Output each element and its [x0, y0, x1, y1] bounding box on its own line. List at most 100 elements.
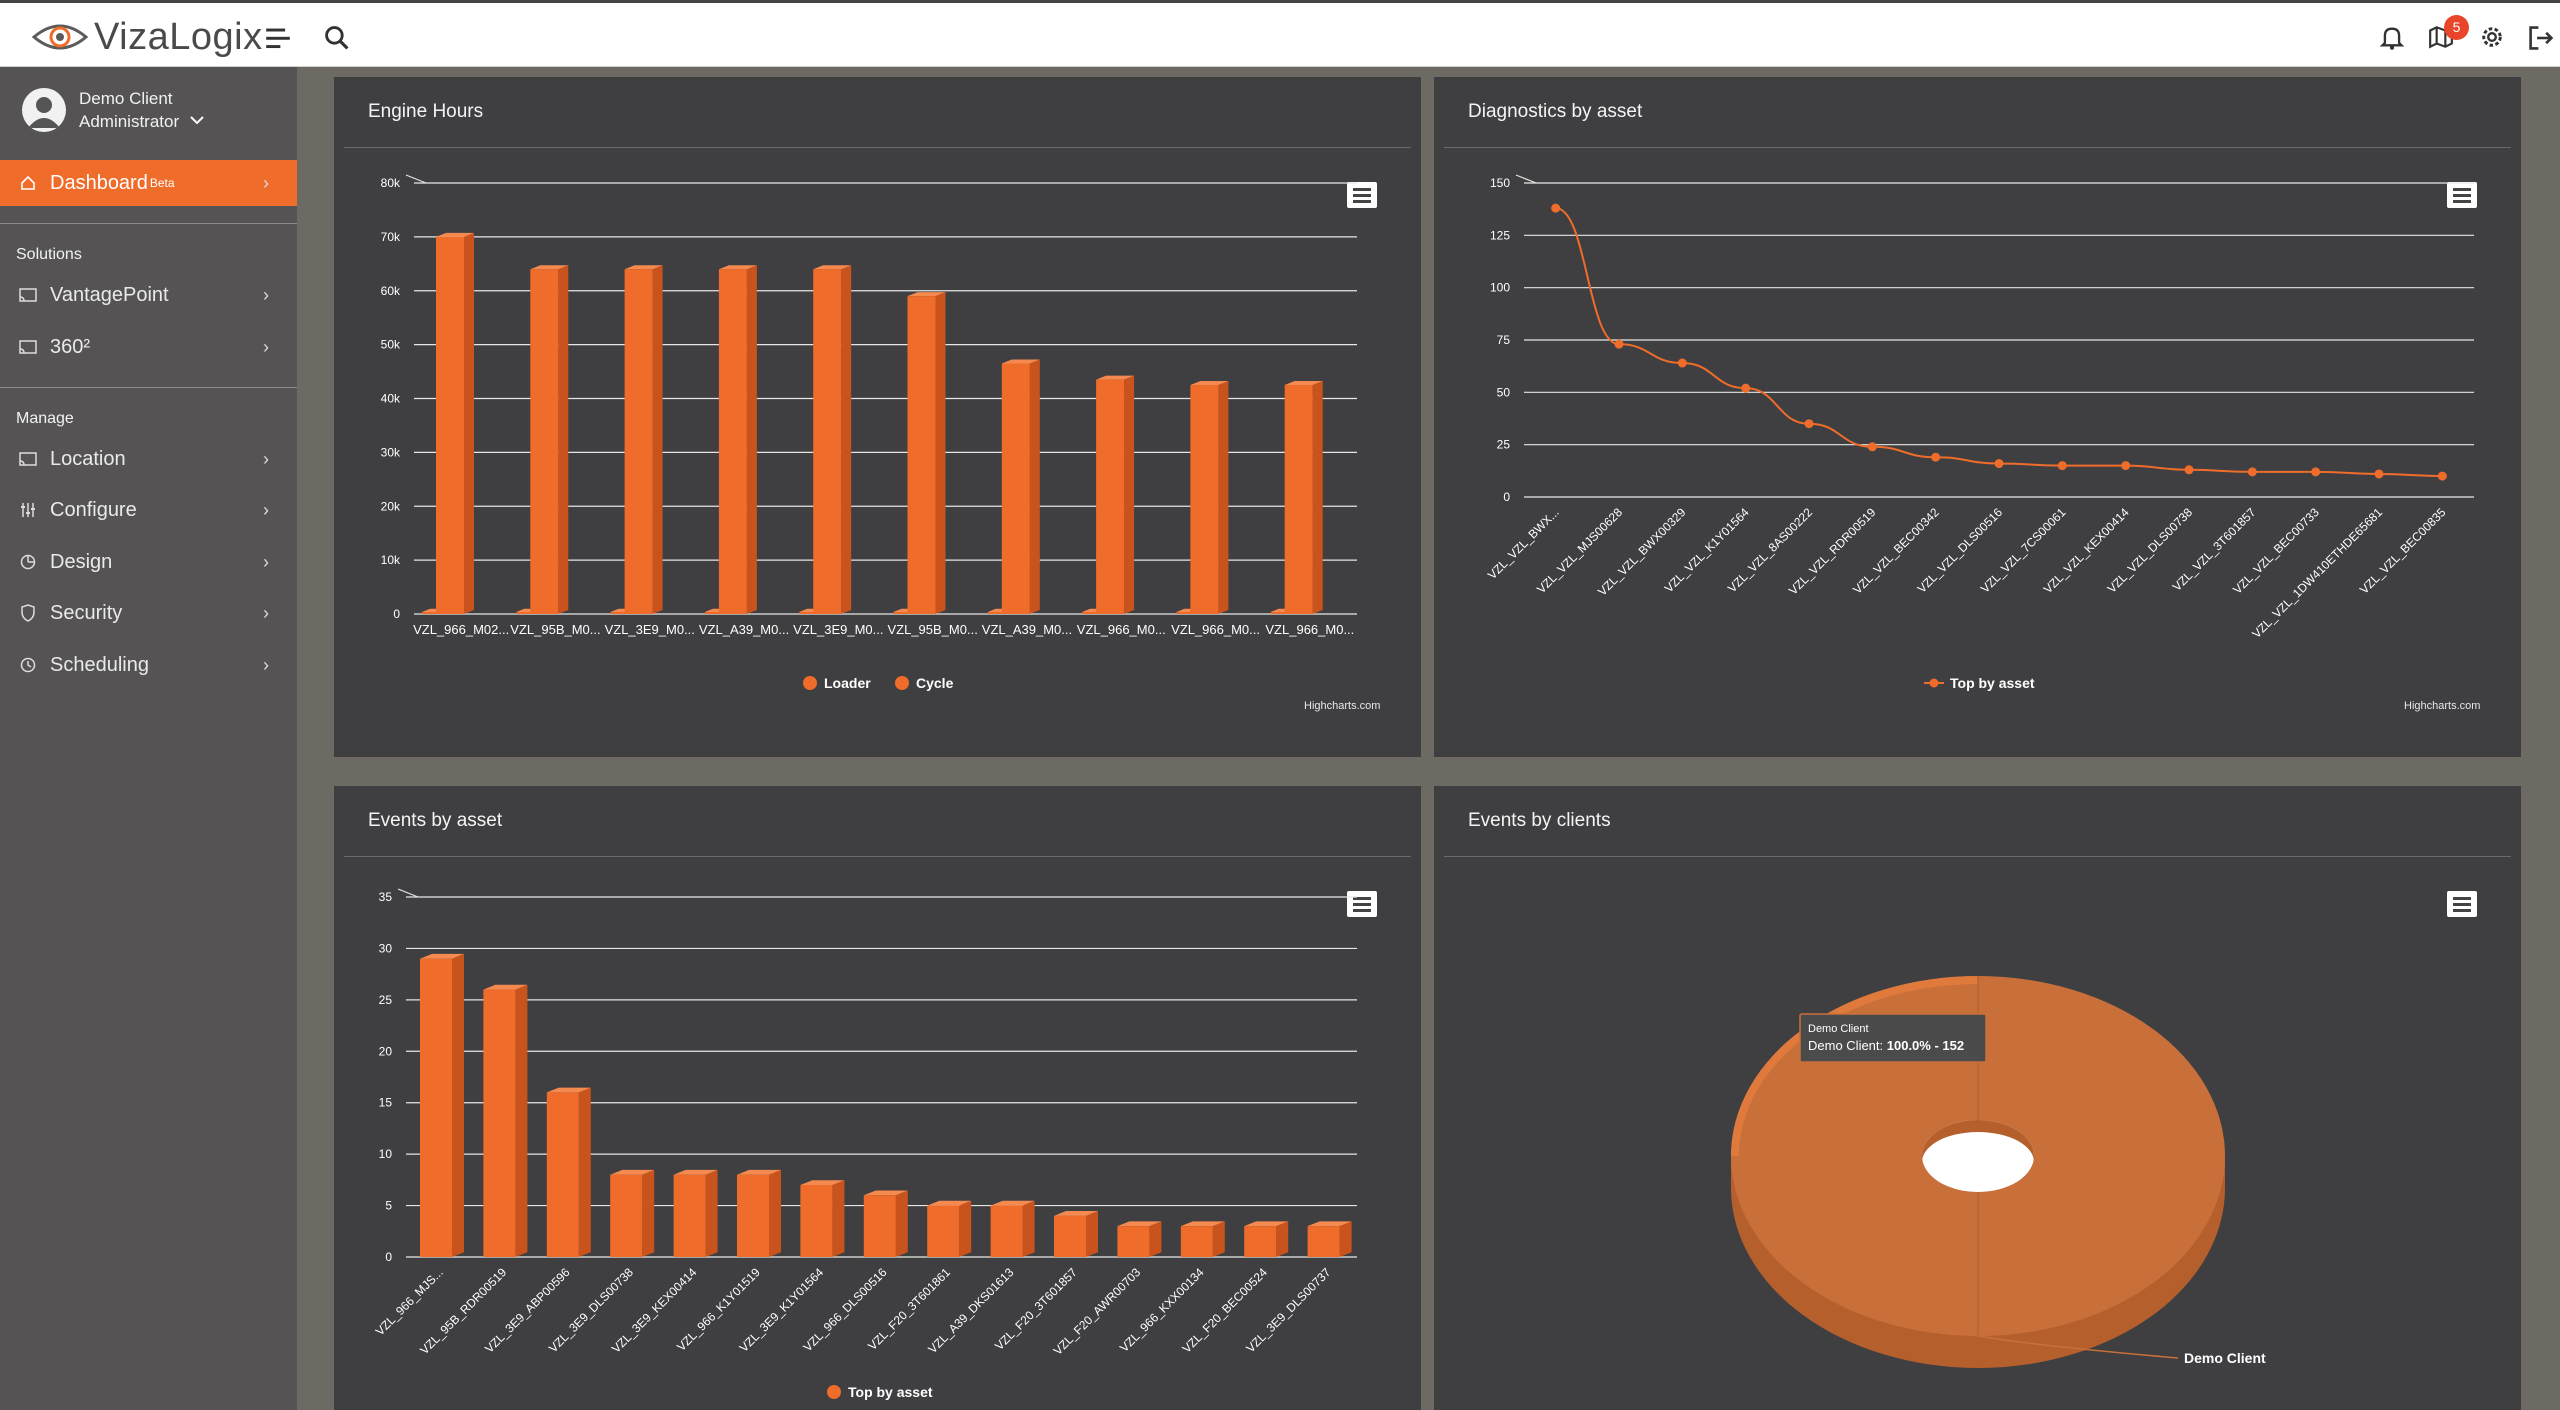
pie-hole: [1922, 1120, 2034, 1192]
sidebar-item-location[interactable]: Location ›: [0, 437, 297, 481]
data-point: [1994, 459, 2004, 469]
bar-side: [1339, 1221, 1352, 1257]
bar: [813, 269, 842, 614]
bar-side: [515, 984, 528, 1257]
bar-top: [610, 1169, 655, 1175]
bar-side: [464, 232, 474, 614]
data-point: [2057, 461, 2067, 471]
menu-toggle-icon[interactable]: [265, 25, 291, 51]
sidebar-item-label: Dashboard: [50, 171, 148, 194]
bar-top: [436, 232, 474, 237]
chart-menu-button[interactable]: [2447, 891, 2477, 917]
bar-side: [959, 1200, 972, 1257]
x-tick-label: VZL_3E9_M0...: [605, 622, 695, 637]
y-tick-label: 75: [1497, 333, 1511, 347]
y-tick-label: 0: [1503, 490, 1510, 504]
bell-icon[interactable]: [2379, 24, 2405, 50]
bar-top: [718, 265, 757, 270]
bar-side: [705, 1169, 718, 1257]
bar: [737, 1174, 769, 1257]
series-line: [1555, 207, 2443, 478]
chart-menu-button[interactable]: [1347, 182, 1377, 208]
bar: [624, 269, 653, 614]
chart-menu-button[interactable]: [1347, 891, 1377, 917]
y-tick-label: 5: [385, 1199, 392, 1213]
search-icon[interactable]: [324, 25, 350, 51]
y-tick-label: 35: [379, 890, 393, 904]
chart-credit[interactable]: Highcharts.com: [1304, 700, 1381, 712]
sidebar-item-security[interactable]: Security ›: [0, 591, 297, 635]
gear-icon[interactable]: [2479, 24, 2505, 50]
bar: [1001, 363, 1030, 614]
cast-icon: [18, 286, 38, 304]
events-by-clients-chart: Demo Client Demo Client Demo Client: 100.0…: [1731, 976, 2266, 1368]
bar-side: [1312, 381, 1323, 614]
chart-credit[interactable]: Highcharts.com: [2404, 700, 2481, 712]
sidebar-item-design[interactable]: Design ›: [0, 540, 297, 584]
eye-logo-icon: [32, 24, 88, 50]
bar-top: [1284, 381, 1323, 386]
brand-logo[interactable]: VizaLogix: [32, 16, 263, 58]
legend-marker: [1929, 678, 1939, 688]
logout-icon[interactable]: [2528, 25, 2554, 51]
sidebar-item-vantagepoint[interactable]: VantagePoint ›: [0, 273, 297, 317]
pie-hole-wall: [1922, 1120, 2034, 1162]
sidebar-item-configure[interactable]: Configure ›: [0, 488, 297, 532]
pie-data-label: Demo Client: [2184, 1350, 2266, 1366]
bar: [863, 1195, 896, 1257]
clock-icon: [18, 656, 38, 674]
sliders-icon: [18, 501, 38, 519]
sidebar-item-dashboard[interactable]: Dashboard Beta ›: [0, 160, 297, 206]
diagnostics-panel: Diagnostics by asset 0 25 50 75 100 125 150 VZL…: [1434, 77, 2521, 757]
tooltip-value: Demo Client: 100.0% - 152: [1808, 1038, 1964, 1053]
bar-side: [1022, 1200, 1035, 1257]
bar-top: [1001, 359, 1040, 364]
user-menu[interactable]: Demo Client Administrator: [22, 87, 204, 133]
bar: [1244, 1226, 1277, 1257]
events-by-asset-panel: Events by asset 0 5 10 15 20 25 30 35 VZL_966_MJ…: [334, 786, 1421, 1410]
sidebar-item-label: Scheduling: [50, 653, 149, 676]
x-tick-label: VZL_A39_M0...: [982, 622, 1072, 637]
y-tick-label: 25: [1497, 438, 1511, 452]
bar: [1180, 1226, 1213, 1257]
y-tick-label: 20: [379, 1044, 393, 1058]
top-bar: VizaLogix 5: [0, 0, 2560, 67]
data-point: [2374, 469, 2384, 479]
sidebar-item-360[interactable]: 360² ›: [0, 325, 297, 369]
bar-top: [530, 265, 569, 270]
chevron-down-icon[interactable]: [190, 108, 204, 131]
y-tick-label: 50k: [381, 338, 401, 352]
chevron-right-icon: ›: [263, 499, 269, 520]
bar-top: [800, 1180, 845, 1185]
x-tick-label: VZL_966_M0...: [1265, 622, 1354, 637]
bar-side: [935, 292, 946, 614]
sidebar-item-label: 360²: [50, 335, 91, 358]
y-tick-label: 0: [393, 607, 400, 621]
bar-side: [578, 1087, 591, 1257]
bar-side: [1086, 1211, 1098, 1257]
bar: [530, 269, 559, 614]
chart-menu-button[interactable]: [2447, 182, 2477, 208]
sidebar: Demo Client Administrator Dashboard Beta…: [0, 67, 297, 1410]
engine-hours-panel: Engine Hours 0 10k 20k 30k 40k 50k 60k 70k 80k VZ…: [334, 77, 1421, 757]
bar: [1117, 1226, 1150, 1257]
bar: [718, 269, 747, 614]
data-point: [1677, 358, 1687, 368]
data-point: [2437, 471, 2447, 481]
y-tick-label: 0: [385, 1250, 392, 1264]
bar-top: [673, 1169, 718, 1175]
gridline: [1515, 174, 1537, 184]
bar-side: [769, 1169, 781, 1257]
sidebar-item-scheduling[interactable]: Scheduling ›: [0, 643, 297, 687]
diagnostics-chart: 0255075100125150VZL_VZL_BWX...VZL_VZL_MJ…: [1485, 174, 2474, 691]
home-icon: [18, 174, 38, 192]
data-point: [2247, 467, 2257, 477]
bar: [673, 1174, 706, 1257]
bar-top: [483, 984, 528, 990]
pie-icon: [18, 553, 38, 571]
bar-side: [1218, 381, 1229, 614]
bar-side: [1149, 1221, 1162, 1257]
bar-side: [652, 265, 663, 614]
tooltip-box: [1799, 1013, 1987, 1063]
